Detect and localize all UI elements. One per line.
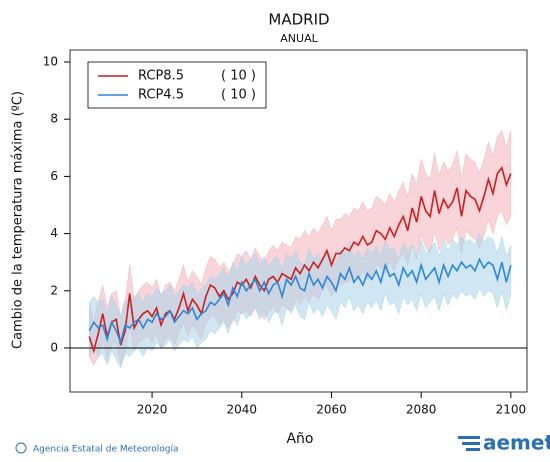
- y-tick-label: 6: [50, 169, 58, 183]
- logo: aemet: [458, 431, 550, 455]
- logo-bar: [458, 436, 480, 439]
- chart-subtitle: ANUAL: [280, 32, 318, 45]
- logo-text: aemet: [483, 431, 550, 455]
- plot-frame: [69, 49, 528, 393]
- legend-box: [87, 61, 267, 109]
- x-tick-label: 2020: [137, 403, 168, 417]
- chart-title: MADRID: [268, 11, 329, 29]
- range-band: [89, 232, 512, 369]
- logo-bar: [462, 442, 480, 445]
- legend-count: ( 10 ): [221, 88, 256, 103]
- x-tick-label: 2080: [406, 403, 437, 417]
- legend-label: RCP4.5: [138, 88, 184, 103]
- series-line: [88, 257, 512, 345]
- logo-bar: [466, 448, 480, 451]
- x-tick-label: 2100: [496, 403, 527, 417]
- y-tick-label: 0: [50, 340, 58, 354]
- copyright-icon: [15, 442, 27, 454]
- legend-label: RCP8.5: [138, 69, 184, 84]
- y-tick-label: 8: [50, 112, 58, 126]
- y-tick-label: 10: [43, 55, 58, 69]
- x-tick-label: 2060: [316, 403, 347, 417]
- y-tick-label: 4: [50, 226, 58, 240]
- footer-agency: Agencia Estatal de Meteorología: [33, 445, 179, 455]
- y-axis-label: Cambio de la temperatura máxima (ºC): [11, 91, 26, 349]
- x-axis-label: Año: [286, 431, 313, 447]
- x-tick-label: 2040: [226, 403, 257, 417]
- legend-count: ( 10 ): [221, 69, 256, 84]
- series-line: [88, 166, 512, 354]
- y-tick-label: 2: [50, 283, 58, 297]
